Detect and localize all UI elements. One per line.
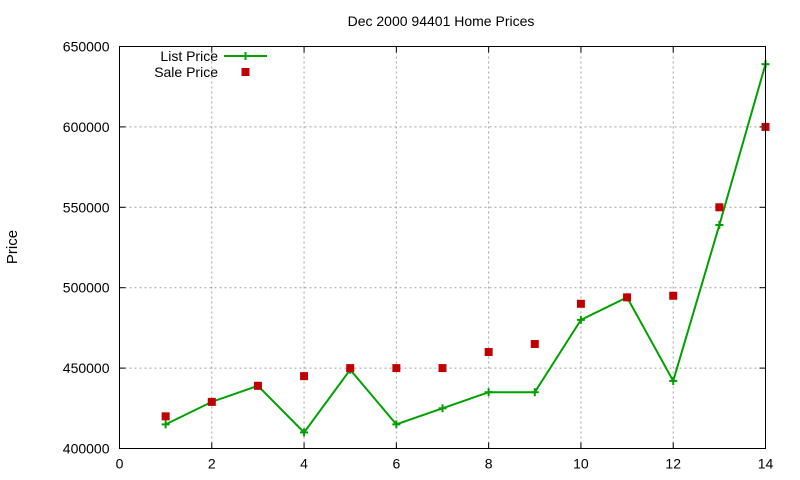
x-tick-label: 14 [758,456,774,472]
data-point [161,420,170,429]
chart-title: Dec 2000 94401 Home Prices [348,13,535,29]
data-point [715,203,724,212]
data-point [438,404,447,413]
y-tick-label: 450000 [63,360,110,376]
series-list-price [161,60,770,437]
data-point [346,364,355,373]
data-point [669,376,678,385]
axis-ticks [119,46,766,449]
data-point [576,299,585,308]
data-point [576,315,585,324]
data-point [669,291,678,300]
series-layer [161,60,770,437]
data-point [207,397,216,406]
y-tick-label: 400000 [63,441,110,457]
y-tick-label: 650000 [63,39,110,55]
x-tick-label: 6 [392,456,400,472]
data-point [438,364,447,373]
x-tick-label: 12 [665,456,681,472]
grid [119,46,766,449]
data-point [484,388,493,397]
y-tick-label: 550000 [63,199,110,215]
data-point [300,428,309,437]
data-point [623,293,632,302]
x-tick-label: 4 [300,456,308,472]
x-tick-label: 0 [116,456,124,472]
series-line [165,63,767,434]
tick-labels: 0 2 4 6 8 10 12 14 400000 450000 500000 550000 60000… [63,39,774,472]
legend-marker [241,52,250,60]
y-tick-label: 600000 [63,119,110,135]
x-tick-label: 10 [573,456,589,472]
data-point [392,364,401,373]
x-tick-label: 8 [485,456,493,472]
y-tick-label: 500000 [63,280,110,296]
series-sale-price [161,122,770,421]
legend-marker [241,68,250,76]
data-point [715,220,724,229]
data-point [253,381,262,390]
y-axis-label: Price [4,230,21,264]
data-point [300,372,309,381]
data-point [484,348,493,357]
data-point [530,388,539,397]
legend-label: Sale Price [154,64,218,80]
data-point [161,412,170,421]
plot-frame [119,46,766,449]
data-point [392,420,401,429]
x-tick-label: 2 [208,456,216,472]
legend-label: List Price [160,48,218,64]
data-point [530,339,539,348]
